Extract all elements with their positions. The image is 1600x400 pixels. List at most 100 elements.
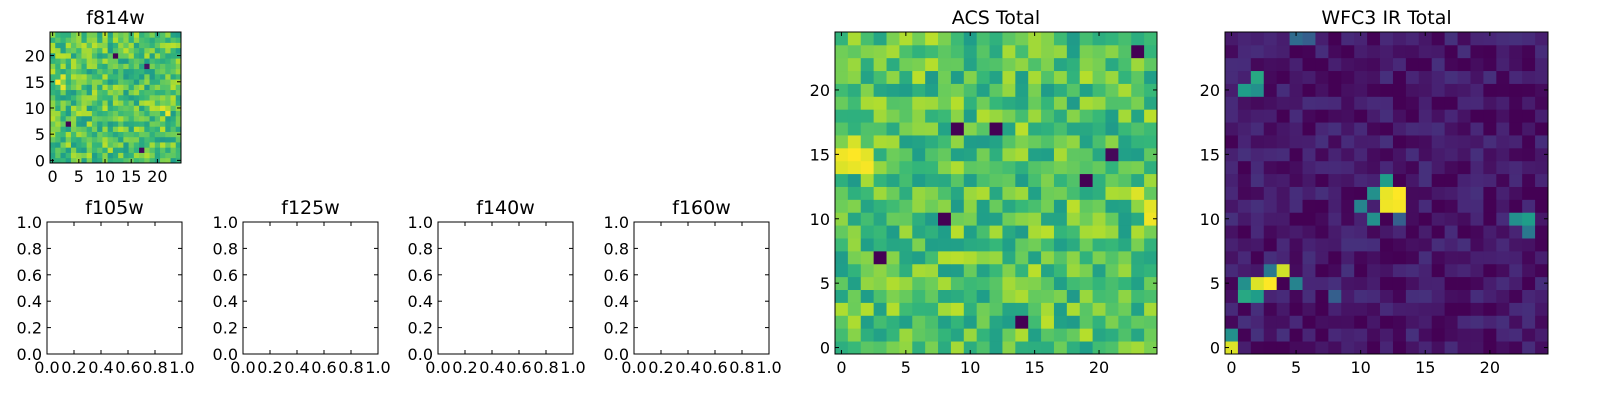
heatmap-cell <box>1328 276 1342 290</box>
heatmap-cell <box>55 147 61 153</box>
heatmap-cell <box>1457 276 1471 290</box>
heatmap-cell <box>175 73 182 80</box>
heatmap-cell <box>860 276 875 290</box>
heatmap-cell <box>1418 122 1433 136</box>
heatmap-cell <box>963 160 978 175</box>
heatmap-cell <box>1431 57 1446 72</box>
heatmap-cell <box>1263 135 1278 149</box>
heatmap-cell <box>55 89 61 96</box>
heatmap-cell <box>1315 315 1329 329</box>
heatmap-cell <box>1041 186 1055 200</box>
heatmap-cell <box>107 110 114 117</box>
heatmap-cell <box>1144 302 1158 316</box>
heatmap-cell <box>170 63 177 70</box>
heatmap-cell <box>1341 225 1355 239</box>
heatmap-cell <box>1509 199 1523 213</box>
heatmap-cell <box>847 96 862 110</box>
heatmap-cell <box>963 199 978 213</box>
heatmap-cell <box>1392 135 1407 149</box>
heatmap-cell <box>1522 250 1536 265</box>
heatmap-cell <box>165 32 171 38</box>
heatmap-cell <box>1418 263 1433 278</box>
heatmap-cell <box>86 37 93 43</box>
y-tick-label: 0.6 <box>604 266 629 285</box>
heatmap-cell <box>55 126 61 132</box>
heatmap-cell <box>1457 32 1471 46</box>
heatmap-cell <box>1457 83 1471 97</box>
heatmap-cell <box>963 341 978 355</box>
heatmap-cell <box>938 135 952 149</box>
heatmap-cell <box>912 341 926 355</box>
heatmap-cell <box>1131 250 1145 265</box>
heatmap-cell <box>133 131 140 138</box>
heatmap-cell <box>1092 225 1106 239</box>
heatmap-cell <box>950 122 965 136</box>
heatmap-cell <box>154 100 161 106</box>
heatmap-cell <box>886 315 900 329</box>
heatmap-cell <box>963 44 978 59</box>
heatmap-cell <box>925 212 939 226</box>
heatmap-cell <box>160 136 166 143</box>
y-tick-label: 0.8 <box>213 239 238 258</box>
panel-title: f140w <box>476 197 535 219</box>
heatmap-cell <box>1302 173 1316 187</box>
heatmap-cell <box>1118 276 1132 290</box>
heatmap-cell <box>976 160 990 175</box>
heatmap-cell <box>118 32 124 38</box>
heatmap-cell <box>118 115 124 122</box>
heatmap-cell <box>165 152 171 159</box>
heatmap-cell <box>1535 212 1549 226</box>
heatmap-cell <box>1002 147 1016 162</box>
heatmap-cell <box>912 315 926 329</box>
heatmap-cell <box>1328 135 1342 149</box>
heatmap-cell <box>847 109 862 123</box>
heatmap-cell <box>1405 44 1420 59</box>
heatmap-cell <box>1418 70 1433 84</box>
heatmap-cell <box>1302 225 1316 239</box>
heatmap-cell <box>1380 199 1394 213</box>
heatmap-cell <box>1237 135 1252 149</box>
heatmap-cell <box>118 157 124 164</box>
y-tick-label: 10 <box>1200 210 1220 229</box>
heatmap-cell <box>1457 315 1471 329</box>
heatmap-cell <box>102 37 109 43</box>
heatmap-cell <box>925 238 939 252</box>
heatmap-cell <box>97 37 103 43</box>
heatmap-cell <box>912 135 926 149</box>
heatmap-cell <box>102 47 109 54</box>
heatmap-cell <box>1092 186 1106 200</box>
heatmap-cell <box>123 131 129 138</box>
heatmap-cell <box>60 152 67 159</box>
heatmap-cell <box>1028 250 1042 265</box>
x-tick-label: 0.4 <box>284 358 309 377</box>
heatmap-cell <box>144 32 150 38</box>
heatmap-cell <box>1380 44 1394 59</box>
heatmap-cell <box>1131 341 1145 355</box>
heatmap-cell <box>938 70 952 84</box>
heatmap-cell <box>144 58 150 64</box>
heatmap-cell <box>1250 263 1265 278</box>
heatmap-cell <box>1341 70 1355 84</box>
heatmap-cell <box>873 250 887 265</box>
heatmap-cell <box>1053 263 1068 278</box>
heatmap-cell <box>112 63 119 70</box>
heatmap-cell <box>1354 250 1368 265</box>
heatmap-cell <box>1144 173 1158 187</box>
heatmap-cell <box>976 289 990 303</box>
heatmap-cell <box>97 32 103 38</box>
heatmap-cell <box>144 89 150 96</box>
heatmap-cell <box>860 109 875 123</box>
heatmap-cell <box>860 135 875 149</box>
heatmap-cell <box>81 37 88 43</box>
x-tick-label: 15 <box>1415 358 1435 377</box>
x-tick-label: 0.4 <box>479 358 504 377</box>
heatmap-cell <box>963 238 978 252</box>
heatmap-cell <box>1392 302 1407 316</box>
heatmap-cell <box>1250 328 1265 342</box>
heatmap-cell <box>1496 276 1510 290</box>
heatmap-cell <box>1092 44 1106 59</box>
heatmap-cell <box>847 212 862 226</box>
heatmap-cell <box>963 173 978 187</box>
heatmap-cell <box>1250 135 1265 149</box>
x-tick-label: 0.4 <box>88 358 113 377</box>
